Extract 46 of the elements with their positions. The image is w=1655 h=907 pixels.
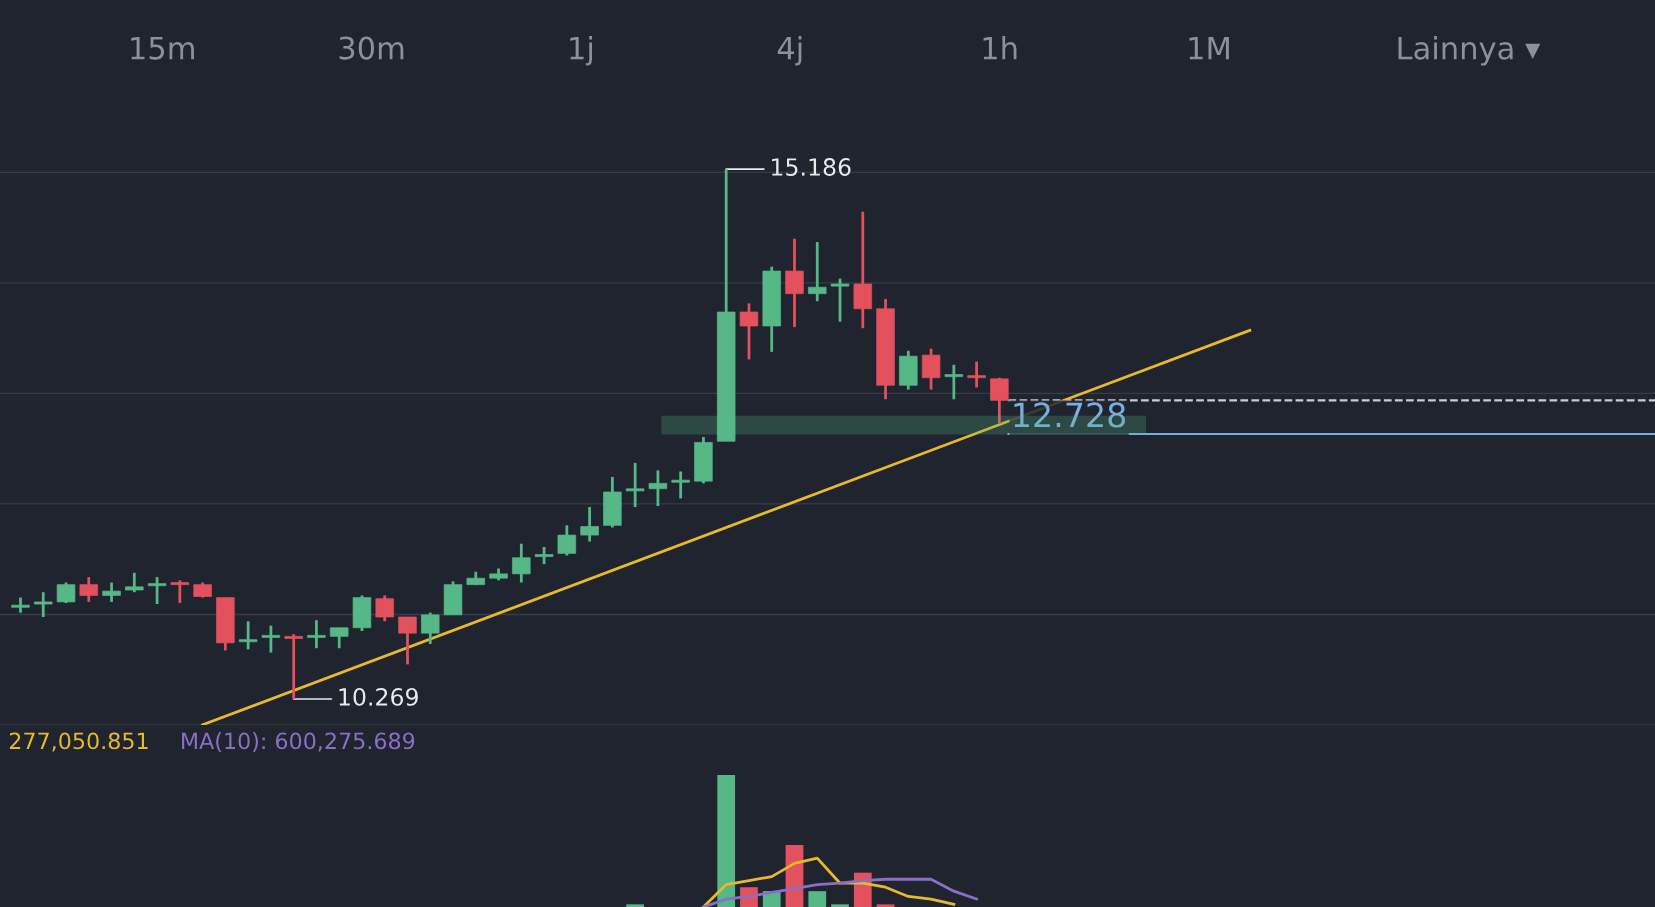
candlestick xyxy=(284,632,303,701)
candlestick xyxy=(421,611,440,646)
candlestick xyxy=(785,237,804,329)
candlestick xyxy=(102,581,121,604)
bar xyxy=(626,904,645,907)
candlestick xyxy=(967,360,986,389)
candlestick xyxy=(375,594,394,623)
candlestick xyxy=(34,590,53,619)
annotation: 15.186 xyxy=(772,158,851,176)
candlestick xyxy=(170,578,190,605)
candlestick xyxy=(921,347,941,391)
candlestick xyxy=(808,240,827,303)
bar xyxy=(831,904,849,907)
candlestick xyxy=(238,619,258,651)
text: 30m xyxy=(339,36,404,60)
annotation: 10.269 xyxy=(339,687,418,706)
candlestick xyxy=(944,363,964,401)
candlestick xyxy=(307,618,326,650)
text: Lainnya ▾ xyxy=(1398,36,1541,66)
candlestick xyxy=(56,581,76,605)
candlestick xyxy=(512,542,531,584)
text: 1M xyxy=(1189,36,1229,60)
text: 277,050.851 xyxy=(9,732,148,752)
bar xyxy=(876,904,895,907)
bar xyxy=(808,891,827,907)
text: 4j xyxy=(777,36,802,66)
candlestick xyxy=(147,575,167,606)
candlestick xyxy=(625,461,645,509)
text: 1h xyxy=(983,36,1017,60)
candlestick xyxy=(990,376,1009,426)
candlestick xyxy=(261,624,281,654)
candlestick xyxy=(329,626,349,650)
candlestick xyxy=(557,523,577,557)
text: MA(10): 600,275.689 xyxy=(182,732,415,752)
text: 15m xyxy=(131,36,194,60)
bar xyxy=(717,774,736,907)
candlestick xyxy=(79,575,99,604)
candlestick xyxy=(125,571,144,594)
ref-line-label: 12.728 xyxy=(1014,402,1126,428)
candlestick xyxy=(739,301,759,361)
candlestick xyxy=(671,470,690,500)
candlestick xyxy=(648,469,668,508)
candlestick xyxy=(580,505,599,543)
text: 1j xyxy=(570,36,592,66)
candlestick xyxy=(830,277,850,324)
candlestick xyxy=(398,615,417,666)
